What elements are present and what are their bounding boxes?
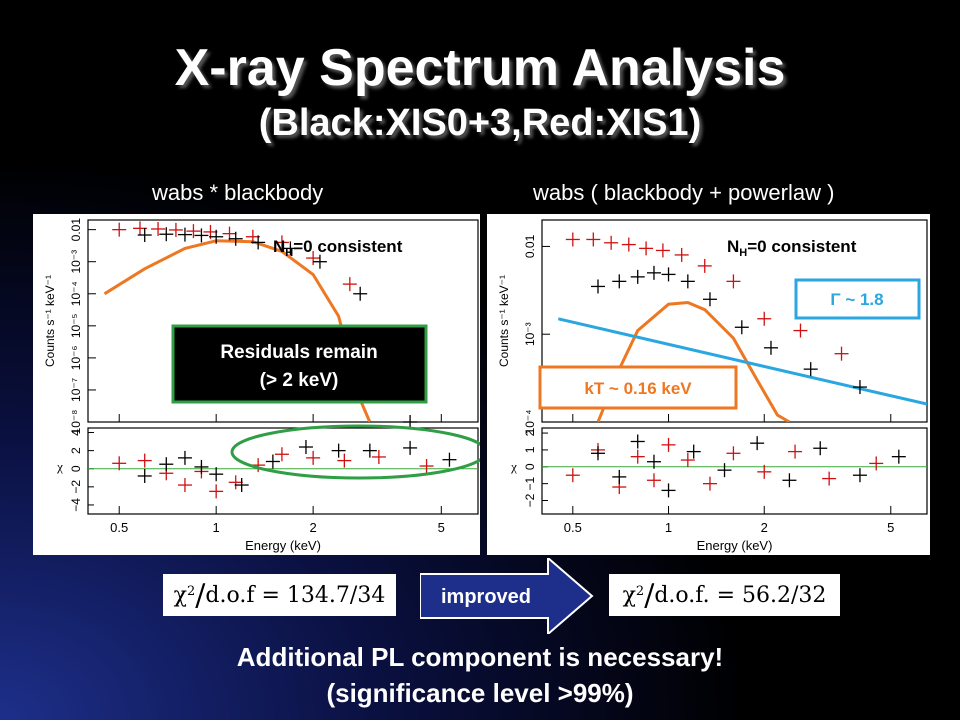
chi-exponent: 2 [635, 583, 645, 599]
chi-exponent: 2 [187, 583, 196, 599]
y-tick-label: 1 [523, 446, 537, 453]
x-tick-label: 5 [887, 520, 894, 535]
gamma-callout-box [794, 278, 921, 320]
chi2-equals: = [261, 582, 280, 608]
y-axis-label: Counts s⁻¹ keV⁻¹ [497, 275, 511, 367]
x-tick-label: 2 [310, 520, 317, 535]
slide-title: X-ray Spectrum Analysis [174, 39, 786, 97]
x-tick-label: 2 [761, 520, 768, 535]
nh-annotation: NH=0 consistent [273, 237, 403, 259]
chi2-value: 134.7/34 [286, 582, 386, 608]
y-tick-label: 10⁻⁷ [69, 378, 83, 402]
arrow-shape [420, 558, 594, 634]
y-tick-label: −2 [523, 493, 537, 507]
x-tick-label: 0.5 [110, 520, 128, 535]
residual-highlight-ellipse [230, 424, 488, 480]
chi2-dof-label: d.o.f [205, 582, 255, 608]
y-tick-label: 10⁻³ [523, 322, 537, 346]
chi2-slash: / [195, 577, 206, 613]
y-tick-label: 0 [523, 463, 537, 470]
residuals-callout-line2: (> 2 keV) [260, 370, 339, 391]
chi2-dof-label: d.o.f. [654, 582, 710, 608]
y-axis-label-chi: χ [56, 459, 63, 474]
kt-callout-box [538, 365, 738, 410]
top-plot-frame [87, 219, 479, 423]
right-spectrum-panel: 0.5 1 2 5 Energy (keV) 10⁻⁴ 10⁻³ 0.01 Counts s⁻¹… [487, 214, 930, 555]
right-chi2-box: χ 2/d.o.f. = 56.2/32 [609, 574, 840, 616]
chi-symbol: χ [622, 582, 636, 608]
conclusion-line2: (significance level >99%) [326, 678, 634, 708]
slide-subtitle: (Black:XIS0+3,Red:XIS1) [258, 102, 702, 144]
y-tick-label: −4 [69, 498, 83, 512]
x-tick-label: 5 [438, 520, 445, 535]
y-tick-label: 0 [69, 465, 83, 472]
chi-symbol: χ [173, 582, 188, 608]
y-tick-label: 10⁻⁸ [69, 410, 83, 435]
residual-plot-frame [541, 427, 928, 515]
right-spectrum-plot: 0.5 1 2 5 Energy (keV) 10⁻⁴ 10⁻³ 0.01 Counts s⁻¹… [497, 219, 928, 553]
y-tick-label: 10⁻³ [69, 250, 83, 274]
y-tick-label: 2 [523, 429, 537, 436]
y-axis-label: Counts s⁻¹ keV⁻¹ [43, 275, 57, 367]
y-tick-label: 2 [69, 447, 83, 454]
right-model-label: wabs ( blackbody + powerlaw ) [533, 180, 835, 205]
x-axis-label: Energy (keV) [697, 538, 773, 553]
y-tick-label: 10⁻⁴ [523, 410, 537, 435]
y-tick-label: 4 [69, 429, 83, 436]
x-axis-label: Energy (keV) [245, 538, 321, 553]
arrow-label: improved [441, 586, 531, 608]
nh-annotation: NH=0 consistent [727, 237, 857, 259]
left-chi2-box: χ 2/d.o.f = 134.7/34 [163, 574, 396, 616]
y-tick-label: 0.01 [69, 218, 83, 242]
left-model-label: wabs * blackbody [152, 180, 324, 205]
y-tick-label: 0.01 [523, 234, 537, 258]
y-tick-label: −2 [69, 480, 83, 494]
left-spectrum-plot: 0.5 1 2 5 Energy (keV) 10⁻⁸ 10⁻⁷ 10⁻⁶ 10⁻⁵ 10⁻⁴ 10… [43, 218, 488, 553]
y-tick-label: 10⁻⁶ [69, 346, 83, 371]
chi2-value: 56.2/32 [742, 582, 827, 608]
y-tick-label: 10⁻⁵ [69, 313, 83, 338]
top-plot-frame [541, 219, 928, 423]
y-axis-label-chi: χ [510, 459, 517, 474]
conclusion-line1: Additional PL component is necessary! [236, 642, 724, 672]
kt-callout-label: kT ~ 0.16 keV [584, 379, 692, 398]
residuals-callout-box [171, 324, 428, 404]
powerlaw-model-curve [557, 317, 927, 406]
chi2-equals: = [716, 582, 736, 608]
y-tick-label: −1 [523, 476, 537, 490]
residual-plot-frame [87, 427, 479, 515]
gamma-callout-label: Γ ~ 1.8 [830, 290, 883, 309]
chi2-slash: / [644, 577, 655, 613]
residuals-callout-line1: Residuals remain [220, 342, 377, 363]
blackbody-model-curve [596, 300, 791, 422]
y-tick-label: 10⁻⁴ [69, 281, 83, 306]
x-tick-label: 1 [665, 520, 672, 535]
x-tick-label: 1 [213, 520, 220, 535]
left-spectrum-panel: 0.5 1 2 5 Energy (keV) 10⁻⁸ 10⁻⁷ 10⁻⁶ 10⁻⁵ 10⁻⁴ 10… [33, 214, 488, 555]
improvement-arrow: improved [420, 558, 594, 634]
x-tick-label: 0.5 [564, 520, 582, 535]
